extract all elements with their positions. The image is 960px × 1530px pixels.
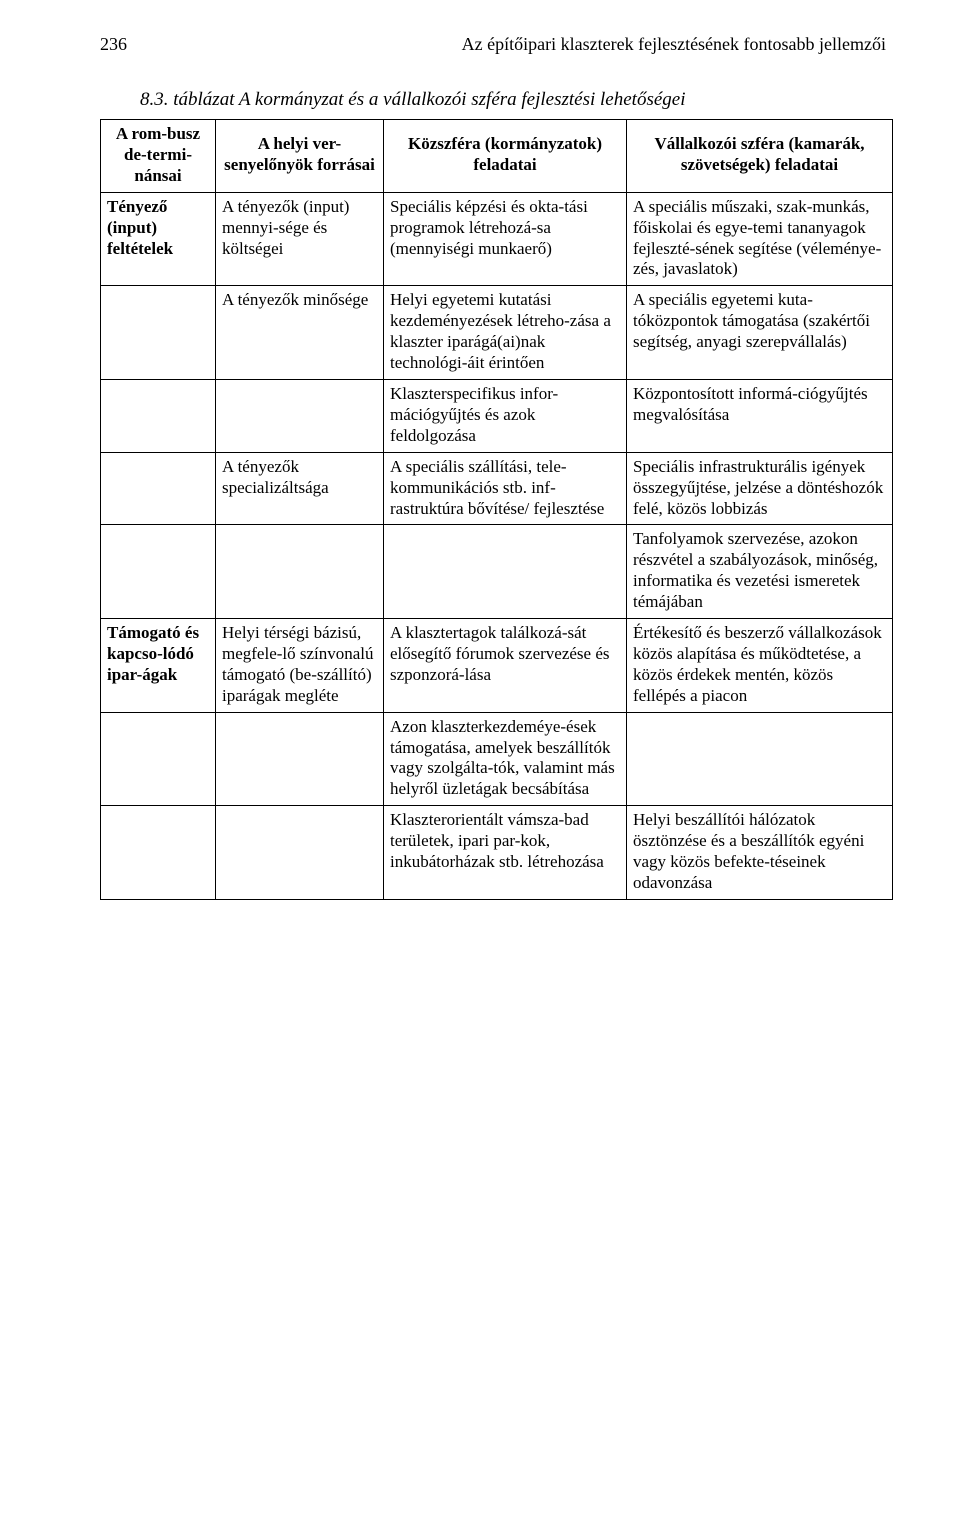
cell: A tényezők (input) mennyi-sége és költsé…	[216, 192, 384, 286]
cell	[101, 712, 216, 806]
cell: A speciális szállítási, tele-kommunikáci…	[384, 452, 627, 525]
cell: A speciális műszaki, szak-munkás, főisko…	[627, 192, 893, 286]
cell	[216, 525, 384, 619]
table-row: Klaszterspecifikus infor-mációgyűjtés és…	[101, 379, 893, 452]
cell	[216, 806, 384, 900]
cell: Értékesítő és beszerző vállalkozások köz…	[627, 619, 893, 713]
table-row: Klaszterorientált vámsza-bad területek, …	[101, 806, 893, 900]
cell: Helyi egyetemi kutatási kezdeményezések …	[384, 286, 627, 380]
cell	[101, 286, 216, 380]
table-row: Támogató és kapcso-lódó ipar-ágak Helyi …	[101, 619, 893, 713]
cell: Speciális infrastrukturális igények össz…	[627, 452, 893, 525]
cell: Központosított informá-ciógyűjtés megval…	[627, 379, 893, 452]
cell	[627, 712, 893, 806]
table-row: A tényezők specializáltsága A speciális …	[101, 452, 893, 525]
col-header-3: Vállalkozói szféra (kamarák, szövetségek…	[627, 120, 893, 193]
table-row: Azon klaszterkezdeméye-ések támogatása, …	[101, 712, 893, 806]
cell: A klasztertagok találkozá-sát elősegítő …	[384, 619, 627, 713]
table-row: Tanfolyamok szervezése, azokon részvétel…	[101, 525, 893, 619]
cell: A tényezők specializáltsága	[216, 452, 384, 525]
cell	[216, 712, 384, 806]
cell	[101, 452, 216, 525]
col-header-0: A rom-busz de-termi-nánsai	[101, 120, 216, 193]
running-title: Az építőipari klaszterek fejlesztésének …	[150, 34, 892, 55]
cell: Klaszterspecifikus infor-mációgyűjtés és…	[384, 379, 627, 452]
data-table: A rom-busz de-termi-nánsai A helyi ver-s…	[100, 119, 893, 900]
table-caption: 8.3. táblázat A kormányzat és a vállalko…	[140, 89, 892, 111]
col-header-2: Közszféra (kormányzatok) feladatai	[384, 120, 627, 193]
cell: A tényezők minősége	[216, 286, 384, 380]
cell: Tanfolyamok szervezése, azokon részvétel…	[627, 525, 893, 619]
cell	[216, 379, 384, 452]
cell: Helyi térségi bázisú, megfele-lő színvon…	[216, 619, 384, 713]
cell: A speciális egyetemi kuta-tóközpontok tá…	[627, 286, 893, 380]
page-number: 236	[100, 34, 150, 55]
page: 236 Az építőipari klaszterek fejlesztésé…	[0, 0, 960, 1530]
cell: Klaszterorientált vámsza-bad területek, …	[384, 806, 627, 900]
table-row: A tényezők minősége Helyi egyetemi kutat…	[101, 286, 893, 380]
table-row: Tényező (input) feltételek A tényezők (i…	[101, 192, 893, 286]
cell	[384, 525, 627, 619]
cell: Támogató és kapcso-lódó ipar-ágak	[101, 619, 216, 713]
cell: Tényező (input) feltételek	[101, 192, 216, 286]
cell	[101, 806, 216, 900]
col-header-1: A helyi ver-senyelőnyök forrásai	[216, 120, 384, 193]
cell: Azon klaszterkezdeméye-ések támogatása, …	[384, 712, 627, 806]
cell: Speciális képzési és okta-tási programok…	[384, 192, 627, 286]
cell	[101, 379, 216, 452]
cell	[101, 525, 216, 619]
table-header-row: A rom-busz de-termi-nánsai A helyi ver-s…	[101, 120, 893, 193]
running-head: 236 Az építőipari klaszterek fejlesztésé…	[100, 34, 892, 55]
cell: Helyi beszállítói hálózatok ösztönzése é…	[627, 806, 893, 900]
